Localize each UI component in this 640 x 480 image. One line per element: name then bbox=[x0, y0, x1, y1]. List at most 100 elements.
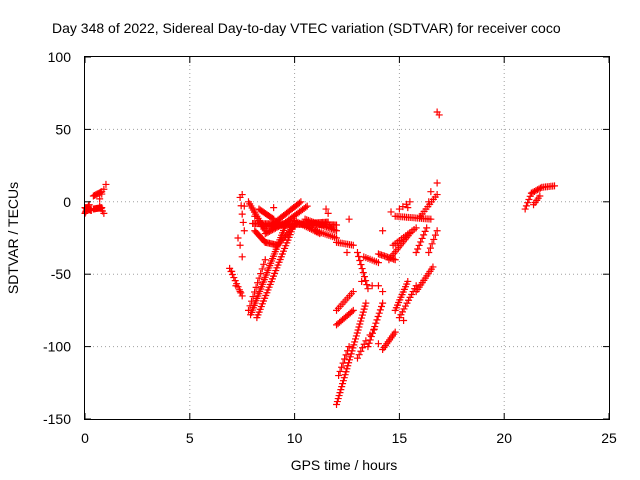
data-point bbox=[429, 263, 437, 271]
data-point bbox=[362, 277, 370, 285]
data-point bbox=[354, 326, 362, 334]
data-point bbox=[349, 306, 357, 314]
data-point bbox=[351, 338, 359, 346]
data-point bbox=[364, 343, 372, 351]
data-point bbox=[418, 234, 426, 242]
data-point bbox=[228, 271, 236, 279]
data-point bbox=[333, 398, 341, 406]
data-point bbox=[238, 253, 246, 261]
data-point bbox=[234, 234, 242, 242]
data-point bbox=[254, 279, 262, 287]
data-point bbox=[370, 325, 378, 333]
data-point bbox=[238, 191, 246, 199]
data-point bbox=[313, 219, 321, 227]
data-point bbox=[391, 328, 399, 336]
data-point bbox=[421, 227, 429, 235]
data-point bbox=[379, 288, 387, 296]
data-point bbox=[358, 311, 366, 319]
data-point bbox=[355, 323, 363, 331]
y-tick-label: 0 bbox=[63, 194, 71, 210]
data-point bbox=[240, 202, 248, 210]
x-axis-label: GPS time / hours bbox=[291, 457, 398, 473]
data-point bbox=[100, 209, 108, 217]
data-point bbox=[551, 182, 559, 190]
x-tick-label: 20 bbox=[496, 430, 512, 446]
data-point bbox=[304, 216, 312, 224]
data-point bbox=[404, 277, 412, 285]
data-point bbox=[339, 380, 347, 388]
data-point bbox=[85, 201, 93, 209]
data-point bbox=[237, 289, 245, 297]
data-point bbox=[357, 261, 365, 269]
data-points bbox=[81, 108, 559, 409]
data-point bbox=[415, 241, 423, 249]
data-point bbox=[379, 227, 387, 235]
data-point bbox=[356, 257, 364, 265]
data-point bbox=[349, 241, 357, 249]
data-point bbox=[355, 351, 363, 359]
data-point bbox=[379, 299, 387, 307]
data-point bbox=[252, 283, 260, 291]
data-point bbox=[353, 329, 361, 337]
data-point bbox=[261, 256, 269, 264]
data-point bbox=[230, 274, 238, 282]
data-point bbox=[322, 205, 330, 213]
data-point bbox=[535, 185, 543, 193]
data-point bbox=[426, 244, 434, 252]
data-point bbox=[341, 371, 349, 379]
data-point bbox=[363, 281, 371, 289]
plot-frame bbox=[84, 56, 610, 420]
data-point bbox=[425, 248, 433, 256]
data-point bbox=[431, 231, 439, 239]
data-point bbox=[323, 223, 331, 231]
data-point bbox=[344, 347, 352, 355]
data-point bbox=[326, 224, 334, 232]
data-point bbox=[347, 350, 355, 358]
data-point bbox=[367, 333, 375, 341]
data-point bbox=[98, 190, 106, 198]
data-point bbox=[352, 332, 360, 340]
data-point bbox=[423, 224, 431, 232]
data-point bbox=[350, 341, 358, 349]
data-point bbox=[342, 368, 350, 376]
data-point bbox=[258, 265, 266, 273]
chart-title: Day 348 of 2022, Sidereal Day-to-day VTE… bbox=[52, 20, 561, 36]
data-point bbox=[329, 226, 337, 234]
data-point bbox=[336, 389, 344, 397]
data-point bbox=[358, 277, 366, 285]
data-point bbox=[435, 111, 443, 119]
data-point bbox=[358, 314, 366, 322]
data-point bbox=[356, 320, 364, 328]
data-point bbox=[353, 354, 361, 362]
data-point bbox=[345, 215, 353, 223]
data-point bbox=[338, 383, 346, 391]
data-point bbox=[316, 221, 324, 229]
y-axis-label: SDTVAR / TECUs bbox=[5, 182, 21, 294]
data-point bbox=[433, 227, 441, 235]
data-point bbox=[328, 225, 336, 233]
data-point bbox=[102, 180, 110, 188]
data-point bbox=[412, 224, 420, 232]
x-tick-label: 25 bbox=[601, 430, 617, 446]
data-point bbox=[345, 356, 353, 364]
y-tick-label: 100 bbox=[48, 49, 72, 65]
data-point bbox=[314, 220, 322, 228]
data-point bbox=[370, 326, 378, 334]
data-point bbox=[324, 224, 332, 232]
x-tick-label: 0 bbox=[81, 430, 89, 446]
data-point bbox=[231, 277, 239, 285]
data-point bbox=[303, 202, 311, 210]
data-point bbox=[343, 248, 351, 256]
data-point bbox=[239, 218, 247, 226]
data-point bbox=[100, 185, 108, 193]
data-point bbox=[303, 216, 311, 224]
data-point bbox=[333, 227, 341, 235]
data-point bbox=[530, 187, 538, 195]
data-point bbox=[360, 273, 368, 281]
data-point bbox=[255, 274, 263, 282]
data-point bbox=[359, 269, 367, 277]
data-point bbox=[345, 343, 353, 351]
data-point bbox=[324, 209, 332, 217]
data-point bbox=[406, 198, 414, 206]
data-point bbox=[529, 188, 537, 196]
